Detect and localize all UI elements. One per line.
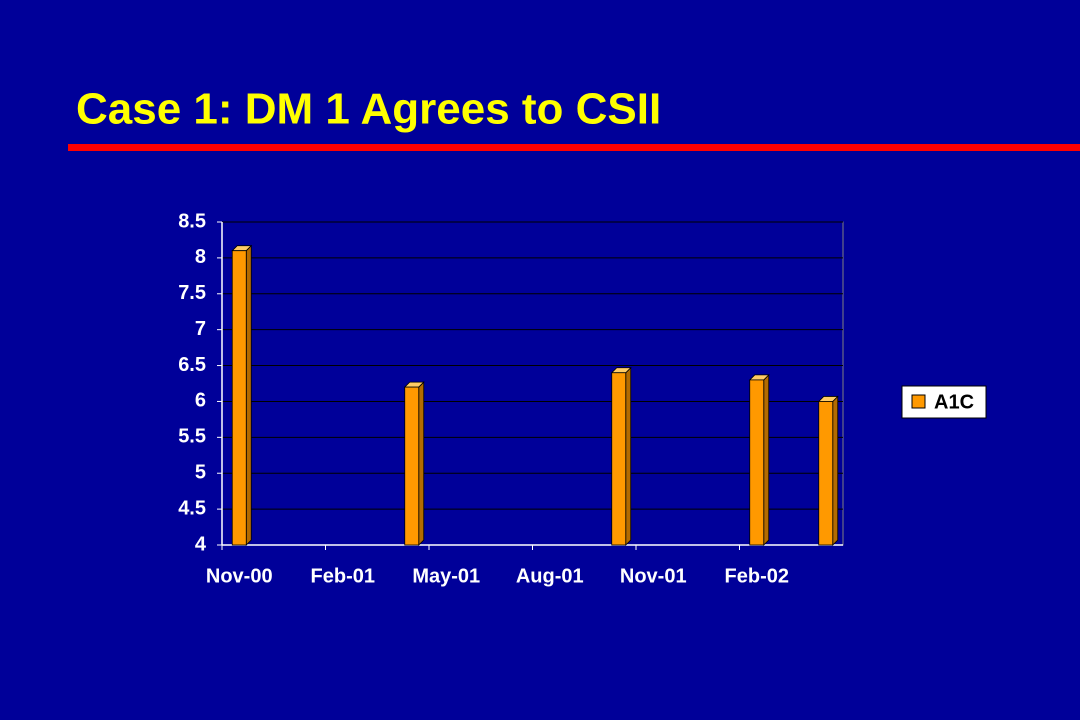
x-tick-label: Aug-01 bbox=[516, 565, 584, 587]
x-tick-label: May-01 bbox=[412, 565, 480, 587]
y-tick-label: 8 bbox=[195, 246, 206, 268]
bar bbox=[749, 379, 765, 546]
x-tick-label: Feb-02 bbox=[725, 565, 789, 587]
x-tick-label: Nov-00 bbox=[206, 565, 273, 587]
title-underline bbox=[68, 144, 1080, 151]
y-tick-label: 6 bbox=[195, 390, 206, 412]
y-tick-label: 4 bbox=[195, 533, 207, 555]
bar bbox=[818, 401, 834, 546]
bar-side bbox=[763, 373, 770, 546]
legend-swatch bbox=[911, 394, 926, 409]
y-tick-label: 6.5 bbox=[178, 354, 206, 376]
y-tick-label: 5 bbox=[195, 462, 206, 484]
bar bbox=[611, 372, 627, 546]
bar-side bbox=[832, 395, 839, 546]
y-tick-label: 7.5 bbox=[178, 282, 206, 304]
bar-side bbox=[418, 381, 425, 546]
bar-side bbox=[245, 244, 252, 546]
legend-label: A1C bbox=[934, 391, 974, 413]
bar-side bbox=[625, 366, 632, 546]
x-tick-label: Nov-01 bbox=[620, 565, 687, 587]
y-tick-label: 5.5 bbox=[178, 426, 206, 448]
x-tick-label: Feb-01 bbox=[311, 565, 375, 587]
y-tick-label: 7 bbox=[195, 318, 206, 340]
bar bbox=[231, 250, 247, 546]
y-tick-label: 4.5 bbox=[178, 497, 206, 519]
slide-title: Case 1: DM 1 Agrees to CSII bbox=[76, 85, 661, 134]
y-tick-label: 8.5 bbox=[178, 210, 206, 232]
bar bbox=[404, 386, 420, 546]
